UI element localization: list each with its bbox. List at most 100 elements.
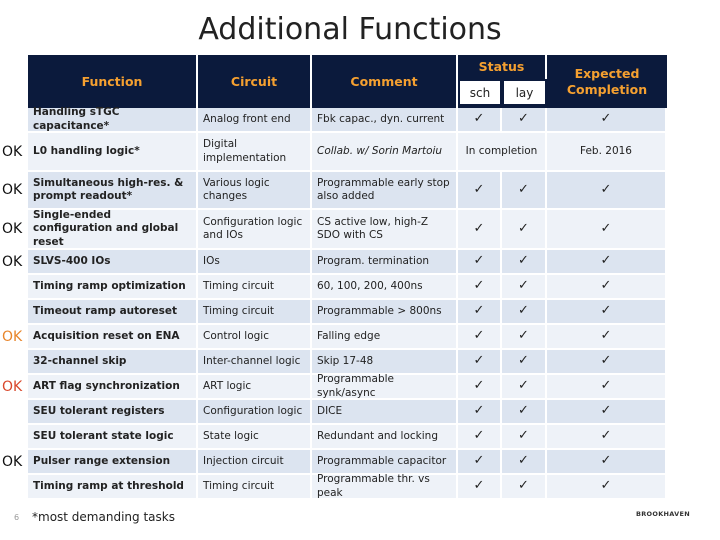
comment-cell: Programmable thr. vs peak xyxy=(312,473,458,500)
circuit-cell: State logic xyxy=(198,425,312,450)
status-cell: ✓ xyxy=(547,350,667,375)
comment-cell: Fbk capac., dyn. current xyxy=(312,108,458,133)
logo: BROOKHAVEN xyxy=(636,510,690,518)
status-cell: ✓ xyxy=(458,172,502,210)
status-cell: ✓ xyxy=(547,250,667,275)
ok-label: OK xyxy=(2,221,23,237)
status-cell: ✓ xyxy=(458,108,502,133)
status-cell: ✓ xyxy=(547,275,667,300)
circuit-cell: Timing circuit xyxy=(198,275,312,300)
status-cell: ✓ xyxy=(502,475,547,500)
status-cell: ✓ xyxy=(502,375,547,400)
comment-cell: Programmable > 800ns xyxy=(312,300,458,325)
status-cell: ✓ xyxy=(502,350,547,375)
header-function: Function xyxy=(28,55,198,108)
circuit-cell: Timing circuit xyxy=(198,300,312,325)
function-cell: L0 handling logic* xyxy=(28,133,198,172)
function-cell: SEU tolerant registers xyxy=(28,400,198,425)
function-cell: Simultaneous high-res. & prompt readout* xyxy=(28,172,198,210)
status-cell: ✓ xyxy=(547,375,667,400)
status-cell: ✓ xyxy=(502,400,547,425)
footnote: *most demanding tasks xyxy=(32,510,175,524)
circuit-cell: Analog front end xyxy=(198,108,312,133)
circuit-cell: Timing circuit xyxy=(198,475,312,500)
status-cell: ✓ xyxy=(502,275,547,300)
header-sch: sch xyxy=(460,81,500,104)
function-cell: SEU tolerant state logic xyxy=(28,425,198,450)
comment-cell: Redundant and locking xyxy=(312,425,458,450)
circuit-cell: Configuration logic and IOs xyxy=(198,210,312,250)
status-cell: ✓ xyxy=(547,425,667,450)
status-cell: ✓ xyxy=(502,425,547,450)
status-cell: ✓ xyxy=(502,210,547,250)
status-cell: ✓ xyxy=(547,210,667,250)
status-cell: ✓ xyxy=(458,400,502,425)
status-cell: ✓ xyxy=(547,450,667,475)
status-cell: ✓ xyxy=(547,325,667,350)
function-cell: SLVS-400 IOs xyxy=(28,250,198,275)
slide-title: Additional Functions xyxy=(198,12,502,47)
status-cell: ✓ xyxy=(547,475,667,500)
function-cell: ART flag synchronization xyxy=(28,375,198,400)
function-cell: 32-channel skip xyxy=(28,350,198,375)
status-cell: ✓ xyxy=(458,210,502,250)
circuit-cell: ART logic xyxy=(198,375,312,400)
status-cell: ✓ xyxy=(547,400,667,425)
comment-cell: Programmable capacitor xyxy=(312,450,458,475)
status-cell: ✓ xyxy=(547,108,667,133)
status-cell: In completion xyxy=(458,133,547,172)
status-cell: ✓ xyxy=(458,450,502,475)
status-cell: ✓ xyxy=(458,300,502,325)
header-status: Status xyxy=(458,55,547,79)
circuit-cell: IOs xyxy=(198,250,312,275)
function-cell: Handling sTGC capacitance* xyxy=(28,106,198,133)
ok-label: OK xyxy=(2,453,23,470)
comment-cell: Programmable synk/async xyxy=(312,373,458,400)
function-cell: Single-ended configuration and global re… xyxy=(28,209,198,250)
status-cell: ✓ xyxy=(458,325,502,350)
header-comment: Comment xyxy=(312,55,458,108)
ok-label: OK xyxy=(2,378,23,395)
function-cell: Timing ramp optimization xyxy=(28,275,198,300)
function-cell: Timeout ramp autoreset xyxy=(28,300,198,325)
status-cell: ✓ xyxy=(458,425,502,450)
comment-cell: 60, 100, 200, 400ns xyxy=(312,275,458,300)
circuit-cell: Various logic changes xyxy=(198,172,312,210)
comment-cell: Falling edge xyxy=(312,325,458,350)
status-cell: ✓ xyxy=(547,172,667,210)
ok-label: OK xyxy=(2,182,23,198)
comment-cell: Skip 17-48 xyxy=(312,350,458,375)
function-cell: Acquisition reset on ENA xyxy=(28,325,198,350)
status-cell: ✓ xyxy=(458,275,502,300)
header-completion: Expected Completion xyxy=(547,55,667,108)
status-cell: ✓ xyxy=(502,250,547,275)
status-cell: ✓ xyxy=(502,172,547,210)
page-number: 6 xyxy=(14,513,20,522)
status-cell: ✓ xyxy=(458,250,502,275)
circuit-cell: Configuration logic xyxy=(198,400,312,425)
status-cell: ✓ xyxy=(502,108,547,133)
status-cell: ✓ xyxy=(547,300,667,325)
ok-label: OK xyxy=(2,328,23,345)
comment-cell: Collab. w/ Sorin Martoiu xyxy=(312,133,458,172)
status-cell: ✓ xyxy=(458,375,502,400)
status-cell: ✓ xyxy=(502,450,547,475)
ok-label: OK xyxy=(2,253,23,270)
status-cell: ✓ xyxy=(458,350,502,375)
header-circuit: Circuit xyxy=(198,55,312,108)
function-cell: Pulser range extension xyxy=(28,450,198,475)
status-cell: ✓ xyxy=(458,475,502,500)
comment-cell: DICE xyxy=(312,400,458,425)
circuit-cell: Control logic xyxy=(198,325,312,350)
status-cell: ✓ xyxy=(502,325,547,350)
circuit-cell: Inter-channel logic xyxy=(198,350,312,375)
comment-cell: CS active low, high-Z SDO with CS xyxy=(312,210,458,250)
header-lay: lay xyxy=(504,81,545,104)
status-cell: Feb. 2016 xyxy=(547,133,667,172)
comment-cell: Program. termination xyxy=(312,250,458,275)
status-cell: ✓ xyxy=(502,300,547,325)
comment-cell: Programmable early stop also added xyxy=(312,172,458,210)
function-cell: Timing ramp at threshold xyxy=(28,475,198,500)
ok-label: OK xyxy=(2,143,23,160)
